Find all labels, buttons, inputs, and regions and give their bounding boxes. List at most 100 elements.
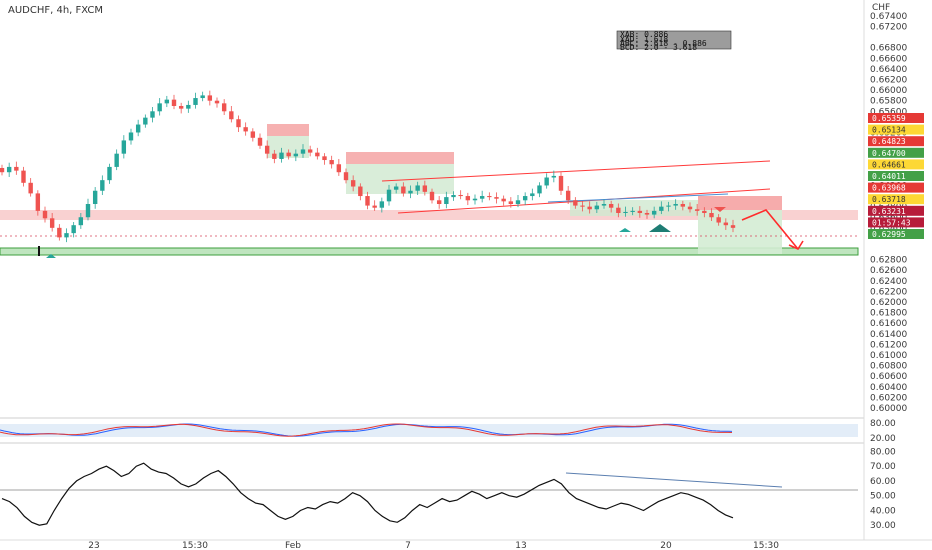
rsi-pane[interactable] xyxy=(0,444,864,540)
candle-body xyxy=(379,201,385,208)
price-tick-label: 0.60200 xyxy=(870,393,907,403)
candle-body xyxy=(673,203,678,206)
candle-body xyxy=(458,194,463,197)
candle-body xyxy=(307,149,313,153)
time-axis[interactable]: 23 15:30 Feb 7 13 20 15:30 xyxy=(88,541,779,550)
time-tick-label: 20 xyxy=(660,541,672,550)
channel-upper-line xyxy=(381,160,771,182)
candle-body xyxy=(322,156,327,161)
candle-body xyxy=(214,100,220,104)
candle-body xyxy=(100,180,105,191)
support-zone xyxy=(0,247,859,256)
symbol-label: AUDCHF, 4h, FXCM xyxy=(8,5,103,16)
candle-body xyxy=(494,197,499,199)
rsi-tick-label: 50.00 xyxy=(870,492,896,502)
price-badge xyxy=(868,124,924,135)
candle-body xyxy=(92,190,98,204)
candle-body xyxy=(723,222,729,226)
stochastic-k-line xyxy=(0,423,733,437)
candle-body xyxy=(229,111,234,120)
candle-body xyxy=(286,152,291,157)
candle-body xyxy=(365,196,370,206)
projection-arrow xyxy=(741,209,799,250)
candle-body xyxy=(709,213,714,218)
rsi-axis[interactable]: 80.00 70.00 60.00 50.00 40.00 30.00 xyxy=(870,447,896,531)
candle-body xyxy=(71,225,76,234)
price-badge xyxy=(868,136,924,147)
arrow-up-marker xyxy=(649,224,671,232)
candle-body xyxy=(730,225,736,228)
candle-body xyxy=(716,217,721,223)
rsi-tick-label: 80.00 xyxy=(870,447,896,457)
candle-body xyxy=(14,166,19,171)
price-tick-label: 0.66200 xyxy=(870,76,907,86)
price-badge xyxy=(868,113,924,123)
price-badge xyxy=(868,171,924,181)
time-tick-label: 23 xyxy=(88,541,99,550)
price-badge-label: 0.64823 xyxy=(872,137,906,146)
candle-body xyxy=(580,205,585,207)
candle-body xyxy=(687,206,693,210)
rsi-line xyxy=(1,462,734,526)
candle-body xyxy=(444,197,449,204)
price-tick-label: 0.61800 xyxy=(870,309,907,319)
stochastic-axis[interactable]: 80.00 20.00 xyxy=(870,419,896,444)
candle-body xyxy=(135,124,141,133)
candle-body xyxy=(64,233,69,238)
price-badge-label: 0.63968 xyxy=(872,184,906,193)
candle-body xyxy=(472,198,478,201)
candle-body xyxy=(150,111,155,118)
price-tick-label: 0.61200 xyxy=(870,340,907,350)
candle-body xyxy=(558,175,564,191)
candle-body xyxy=(6,166,12,173)
pattern-line: XAD: 1.618 xyxy=(620,35,668,44)
pattern-line: XAB: 0.886 xyxy=(620,30,668,39)
candle-body xyxy=(57,227,62,238)
price-badge-label: 0.62995 xyxy=(872,230,906,239)
price-tick-label: 0.65800 xyxy=(870,97,907,107)
candle-body xyxy=(250,131,256,138)
candle-body xyxy=(336,164,342,173)
candle-body xyxy=(42,210,48,219)
candle-body xyxy=(78,217,84,226)
candle-body xyxy=(393,186,399,190)
candle-body xyxy=(272,153,277,159)
candle-body xyxy=(587,206,592,210)
price-tick-label: 0.62800 xyxy=(870,256,907,266)
price-tick-label: 0.60000 xyxy=(870,404,907,414)
candle-body xyxy=(515,200,521,204)
candle-body xyxy=(114,153,119,167)
candle-body xyxy=(680,203,686,207)
candle-body xyxy=(551,175,557,178)
price-tick-label: 0.63400 xyxy=(870,224,907,234)
arrow-down-marker xyxy=(714,207,726,212)
candle-body xyxy=(300,149,306,154)
candle-body xyxy=(573,200,578,206)
time-tick-label: 7 xyxy=(405,541,411,550)
price-badge-label: 0.64700 xyxy=(872,149,906,158)
candle-body xyxy=(107,166,112,181)
price-tick-label: 0.60800 xyxy=(870,362,907,372)
candle-body xyxy=(415,185,420,191)
price-tick-label: 0.62200 xyxy=(870,287,907,297)
candle-body xyxy=(608,203,614,208)
candle-body xyxy=(358,186,363,197)
stochastic-tick-label: 20.00 xyxy=(870,434,896,444)
candle-body xyxy=(465,196,471,201)
candle-body xyxy=(630,210,635,212)
harmonic-pattern-box xyxy=(616,30,732,50)
candle-body xyxy=(0,167,5,173)
candle-body xyxy=(601,203,607,206)
candle-body xyxy=(200,95,205,99)
price-tick-label: 0.67200 xyxy=(870,23,907,33)
stochastic-d-line xyxy=(0,423,733,437)
candle-body xyxy=(193,98,198,105)
rsi-tick-label: 40.00 xyxy=(870,506,896,516)
candle-body xyxy=(279,152,284,159)
time-tick-label: 15:30 xyxy=(182,541,208,550)
rsi-tick-label: 60.00 xyxy=(870,477,896,487)
time-tick-label: 15:30 xyxy=(753,541,779,550)
candle-body xyxy=(616,207,621,214)
price-tick-label: 0.61600 xyxy=(870,319,907,329)
